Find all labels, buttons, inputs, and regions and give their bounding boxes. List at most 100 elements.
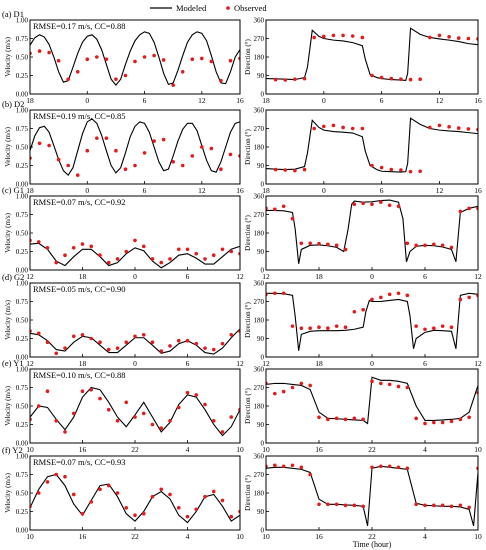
legend-observed-swatch [226,6,230,10]
y-axis-label: Velocity (m/s) [4,472,12,513]
observed-point [106,260,111,265]
metrics-text: RMSE=0.17 m/s, CC=0.88 [33,21,125,31]
x-tick-label: 16 [236,186,244,195]
observed-point [273,167,278,172]
observed-point [389,167,394,172]
x-tick-label: 12 [474,359,482,368]
observed-point [334,243,339,248]
observed-point [71,246,76,250]
observed-point [379,200,383,204]
observed-point [220,430,225,434]
observed-point [66,163,70,168]
plot-area [266,117,478,174]
observed-point [98,396,102,401]
y-tick-label: 90 [257,248,265,256]
x-tick-label: 16 [315,532,323,541]
modeled-line [266,292,478,351]
y-tick-label: 0.25 [16,335,29,343]
observed-point [414,416,418,421]
metrics-text: RMSE=0.10 m/s, CC=0.88 [33,370,125,380]
observed-point [171,160,175,164]
x-tick-label: 10 [262,445,270,454]
panel-label: (c) G1 [2,185,24,195]
x-tick-label: 18 [79,359,87,368]
observed-point [440,420,445,425]
plot-frame [29,455,241,531]
y-tick-label: 0 [261,267,265,275]
plot-frame [265,109,479,185]
y-tick-label: 180 [254,144,265,152]
y-tick-label: 360 [254,17,265,25]
y-axis-label: Direction (°) [244,388,252,424]
observed-point [98,253,102,257]
observed-point [317,325,321,329]
observed-point [190,57,195,62]
observed-point [361,307,365,312]
observed-point [299,326,304,331]
x-tick-label: 6 [423,272,427,281]
modeled-line [266,465,478,527]
y-tick-label: 0.00 [16,267,29,275]
observed-point [133,59,137,64]
observed-point [141,333,146,337]
observed-point [150,494,155,499]
x-tick-label: 0 [370,359,374,368]
observed-point [405,466,410,471]
observed-point [273,291,277,296]
x-tick-label: 16 [79,445,87,454]
observed-point [432,420,436,425]
x-tick-label: 10 [26,445,34,454]
x-tick-label: 10 [236,532,244,541]
observed-point [71,411,76,416]
plot-area [266,376,478,426]
observed-point [456,36,461,40]
y-tick-label: 1.00 [16,453,29,461]
observed-point [176,506,181,510]
plot-frame [265,282,479,358]
observed-point [98,340,102,345]
y-axis-label: Direction (°) [244,302,252,338]
y-tick-label: 1.00 [16,17,29,25]
y-tick-label: 360 [254,280,265,288]
y-tick-label: 0 [261,181,265,189]
observed-point [360,126,365,131]
x-tick-label: 6 [143,96,147,105]
observed-point [161,137,166,142]
observed-point [449,325,454,329]
observed-point [387,464,392,469]
observed-point [194,393,199,397]
observed-point [114,148,118,153]
observed-point [458,503,463,508]
observed-point [408,77,413,82]
observed-point [45,340,50,345]
observed-point [203,494,207,499]
observed-point [63,474,67,479]
observed-point [283,78,288,82]
panel-4-direction: 0 90 180 270 360 10 16 22 4 10 Direction (°) [244,366,482,455]
observed-point [219,78,223,83]
observed-point [405,241,410,246]
observed-point [466,36,471,41]
observed-point [194,507,199,512]
observed-point [63,346,67,350]
observed-point [396,291,401,296]
x-tick-label: 12 [198,96,206,105]
observed-point [150,340,155,345]
y-tick-label: 360 [254,366,265,374]
observed-point [423,503,427,508]
plot-frame [29,195,241,271]
plot-frame [265,368,479,444]
y-tick-label: 1.00 [16,193,29,201]
x-tick-label: 10 [262,532,270,541]
modeled-line [266,27,478,82]
metrics-text: RMSE=0.05 m/s, CC=0.90 [33,284,125,294]
observed-point [168,492,172,497]
y-tick-label: 0 [261,527,265,535]
observed-point [89,244,94,249]
x-tick-label: 4 [186,532,190,541]
observed-point [185,247,190,252]
observed-point [449,504,454,509]
observed-point [176,405,181,410]
observed-point [71,334,76,339]
